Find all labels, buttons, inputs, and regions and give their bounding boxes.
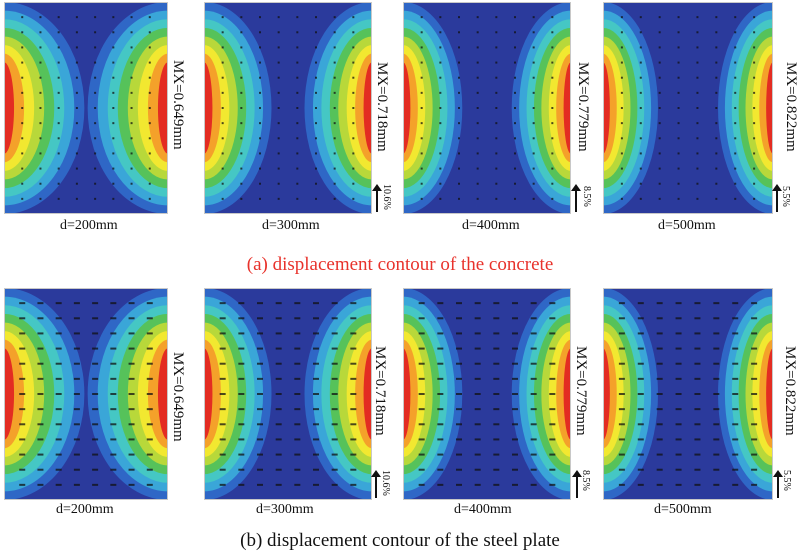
- arrow-icon: [372, 184, 382, 212]
- mx-label: MX=0.649mm: [170, 60, 186, 150]
- percent-label: 5.5%: [780, 186, 791, 207]
- d-label: d=500mm: [654, 502, 712, 517]
- arrow-icon: [772, 184, 782, 212]
- percent-label: 10.6%: [381, 184, 392, 210]
- percent-label: 10.6%: [380, 470, 391, 496]
- d-label: d=200mm: [56, 502, 114, 517]
- contour-plot: [204, 2, 372, 214]
- percent-label: 8.5%: [580, 470, 591, 491]
- d-label: d=400mm: [454, 502, 512, 517]
- contour-plot: [603, 2, 773, 214]
- mx-label: MX=0.718mm: [372, 346, 388, 436]
- contour-plot: [4, 2, 168, 214]
- d-label: d=300mm: [256, 502, 314, 517]
- d-label: d=400mm: [462, 218, 520, 233]
- percent-label: 8.5%: [581, 186, 592, 207]
- d-label: d=300mm: [262, 218, 320, 233]
- arrow-icon: [572, 470, 582, 498]
- mx-label: MX=0.822mm: [782, 346, 798, 436]
- mx-label: MX=0.779mm: [575, 62, 591, 152]
- caption-b: (b) displacement contour of the steel pl…: [240, 530, 560, 551]
- arrow-icon: [773, 470, 783, 498]
- arrow-icon: [571, 184, 581, 212]
- mx-label: MX=0.779mm: [573, 346, 589, 436]
- contour-plot: [204, 288, 372, 500]
- contour-plot: [4, 288, 168, 500]
- mx-label: MX=0.718mm: [374, 62, 390, 152]
- contour-plot: [403, 288, 571, 500]
- caption-a: (a) displacement contour of the concrete: [246, 254, 554, 275]
- d-label: d=500mm: [658, 218, 716, 233]
- d-label: d=200mm: [60, 218, 118, 233]
- mx-label: MX=0.649mm: [170, 352, 186, 442]
- contour-plot: [603, 288, 773, 500]
- percent-label: 5.5%: [781, 470, 792, 491]
- contour-plot: [403, 2, 571, 214]
- mx-label: MX=0.822mm: [783, 62, 799, 152]
- arrow-icon: [371, 470, 381, 498]
